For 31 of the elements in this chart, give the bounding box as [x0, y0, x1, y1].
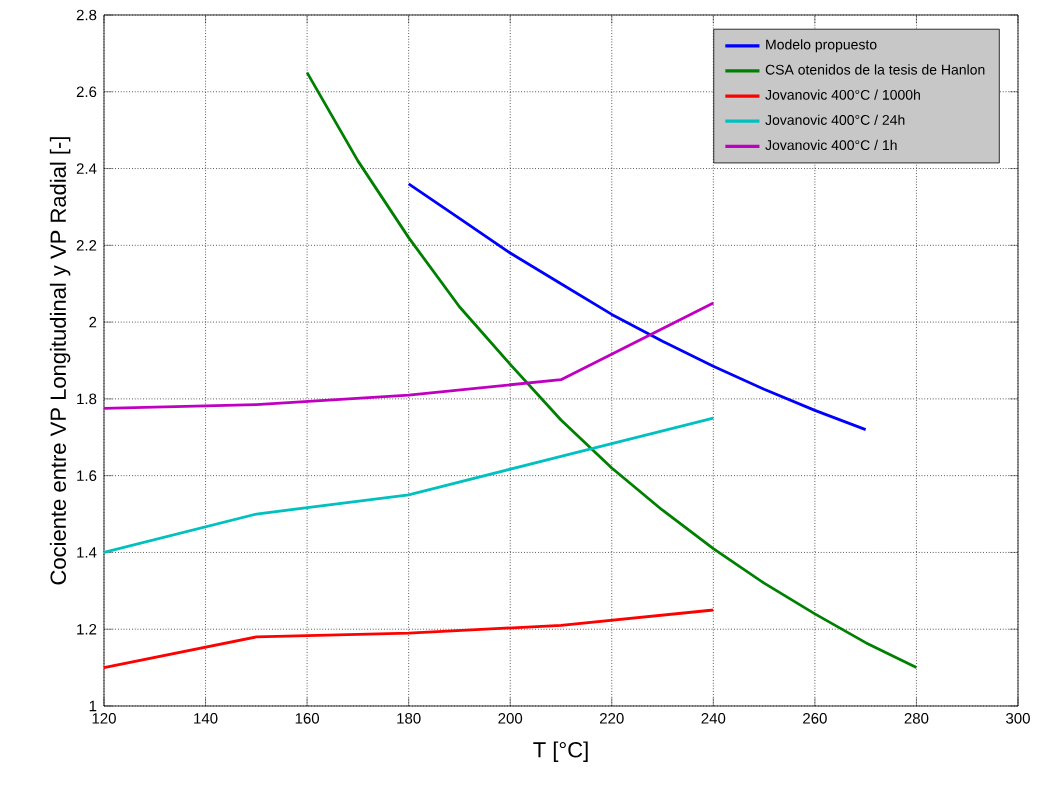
y-tick-label: 1.4 [77, 547, 97, 558]
x-tick-label: 260 [803, 713, 827, 724]
legend-label: Jovanovic 400°C / 24h [765, 114, 905, 125]
y-tick-label: 2.8 [76, 9, 97, 21]
legend-label: CSA otenidos de la tesis de Hanlon [765, 64, 985, 75]
y-tick-label: 1.6 [77, 470, 97, 481]
x-tick-label: 180 [397, 713, 421, 724]
legend-label: Jovanovic 400°C / 1h [765, 139, 897, 151]
y-axis-title: Cociente entre VP Longitudinal y VP Radial [-] [49, 137, 71, 585]
x-tick-label: 300 [1006, 713, 1030, 724]
y-tick-label: 1 [89, 700, 97, 712]
y-tick-label: 1.2 [77, 623, 97, 635]
y-tick-label: 2.4 [76, 163, 97, 174]
x-tick-label: 240 [701, 713, 726, 724]
x-axis-title: T [°C] [533, 741, 588, 762]
y-tick-label: 2 [89, 316, 97, 328]
x-tick-label: 140 [194, 713, 218, 724]
line-series [104, 301, 715, 410]
x-tick-label: 200 [498, 713, 523, 724]
line-series [104, 416, 715, 554]
line-series [407, 182, 868, 431]
x-tick-label: 220 [600, 713, 624, 724]
x-tick-label: 160 [295, 713, 320, 724]
x-tick-label: 280 [904, 713, 929, 724]
y-tick-label: 1.8 [77, 393, 97, 405]
legend-label: Jovanovic 400°C / 1000h [765, 89, 920, 100]
line-series [104, 608, 715, 669]
y-tick-label: 2.2 [76, 240, 97, 251]
legend-label: Modelo propuesto [766, 39, 877, 53]
x-tick-label: 120 [92, 713, 116, 724]
y-tick-label: 2.6 [76, 86, 97, 98]
